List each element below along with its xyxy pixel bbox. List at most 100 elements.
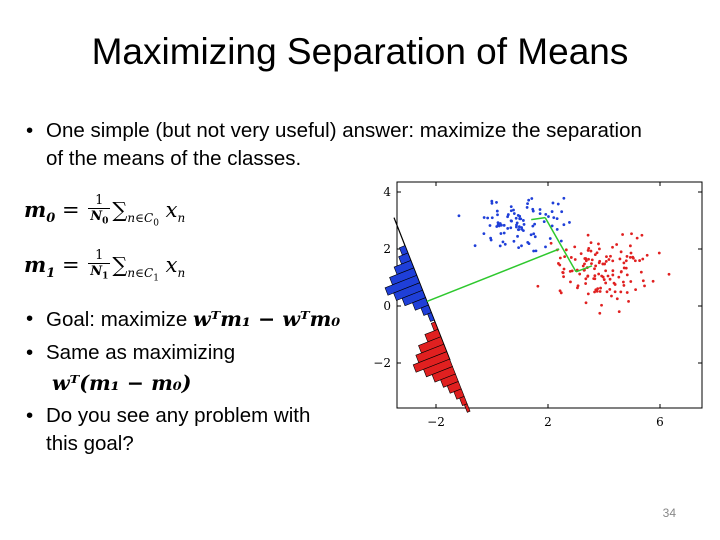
scatter-point-red <box>619 290 623 294</box>
scatter-point-red <box>657 251 661 255</box>
scatter-point-blue <box>497 224 501 228</box>
scatter-point-red <box>600 303 603 307</box>
y-tick-label: 0 <box>383 299 391 313</box>
bullet-3-expr: wᵀ(m₁ − m₀) <box>52 371 192 395</box>
scatter-point-blue <box>534 249 538 253</box>
scatter-point-blue <box>531 224 535 228</box>
scatter-point-blue <box>512 239 516 243</box>
scatter-point-blue <box>555 228 559 231</box>
scatter-point-blue <box>499 232 503 235</box>
scatter-point-red <box>595 251 599 255</box>
scatter-point-red <box>586 292 590 296</box>
scatter-point-red <box>602 278 606 281</box>
scatter-point-red <box>667 272 671 276</box>
scatter-point-blue <box>515 221 519 225</box>
scatter-point-blue <box>519 217 523 221</box>
scatter-point-blue <box>514 216 518 220</box>
scatter-point-blue <box>482 232 486 236</box>
scatter-point-red <box>589 249 593 253</box>
scatter-point-blue <box>542 220 546 224</box>
scatter-point-red <box>584 282 588 285</box>
scatter-point-red <box>593 277 597 281</box>
scatter-point-blue <box>556 202 560 206</box>
equation-m1: m1 = 1 N1 ∑n∈C1 xn <box>24 248 186 284</box>
scatter-point-red <box>633 259 637 263</box>
scatter-point-red <box>615 243 619 246</box>
scatter-point-blue <box>496 221 500 225</box>
scatter-point-blue <box>514 225 518 229</box>
scatter-point-red <box>604 259 608 263</box>
scatter-point-blue <box>550 224 554 228</box>
scatter-point-blue <box>496 213 499 217</box>
scatter-point-blue <box>490 199 494 203</box>
scatter-point-red <box>558 289 562 293</box>
scatter-point-red <box>622 266 626 270</box>
scatter-point-blue <box>489 236 493 240</box>
scatter-point-blue <box>501 240 505 244</box>
scatter-point-blue <box>490 216 494 220</box>
bullet-1-line-2: of the means of the classes. <box>46 147 302 170</box>
scatter-point-red <box>584 277 588 281</box>
scatter-point-red <box>593 274 597 278</box>
scatter-point-blue <box>529 233 533 237</box>
slide-title: Maximizing Separation of Means <box>91 31 629 72</box>
scatter-point-blue <box>520 244 523 248</box>
histogram-bar-blue <box>401 289 426 307</box>
scatter-point-red <box>628 244 632 248</box>
scatter-point-blue <box>486 216 490 220</box>
scatter-point-blue <box>509 226 513 230</box>
scatter-point-red <box>624 266 628 270</box>
scatter-point-blue <box>509 205 513 209</box>
bullet-4-line-2: this goal? <box>46 432 134 455</box>
scatter-point-red <box>593 267 596 271</box>
scatter-point-red <box>615 297 619 301</box>
scatter-point-red <box>639 270 643 274</box>
scatter-point-red <box>624 259 628 263</box>
scatter-point-red <box>635 236 639 240</box>
scatter-point-red <box>604 281 608 285</box>
scatter-point-red <box>638 259 642 262</box>
scatter-point-red <box>593 253 597 257</box>
scatter-point-blue <box>520 227 524 231</box>
scatter-point-red <box>625 291 629 294</box>
scatter-point-blue <box>506 227 510 230</box>
scatter-point-blue <box>488 224 492 227</box>
scatter-point-blue <box>530 197 534 200</box>
bullet-dot: • <box>26 341 34 364</box>
scatter-point-red <box>627 299 630 303</box>
x-tick-label: −2 <box>427 415 445 429</box>
bullet-4-line-1: Do you see any problem with <box>46 404 311 427</box>
scatter-point-blue <box>506 213 510 216</box>
scatter-point-red <box>607 258 611 261</box>
bullet-1-line-1: One simple (but not very useful) answer:… <box>46 119 642 142</box>
scatter-point-red <box>641 257 645 261</box>
scatter-point-blue <box>551 201 555 205</box>
scatter-point-red <box>584 301 588 305</box>
scatter-point-red <box>558 256 562 260</box>
scatter-point-blue <box>498 222 502 225</box>
scatter-point-red <box>613 290 617 294</box>
scatter-point-red <box>590 262 593 266</box>
histogram-bar-red <box>446 381 462 394</box>
scatter-point-red <box>625 254 629 258</box>
scatter-point-red <box>601 262 605 266</box>
scatter-point-red <box>608 277 612 281</box>
x-tick-label: 6 <box>656 415 664 429</box>
x-tick-label: 2 <box>544 415 552 429</box>
scatter-point-blue <box>547 215 550 218</box>
histogram-bar-red <box>440 373 459 388</box>
scatter-point-red <box>597 261 601 265</box>
scatter-point-red <box>590 258 594 262</box>
scatter-point-blue <box>533 235 537 239</box>
scatter-point-red <box>569 256 573 259</box>
scatter-point-blue <box>502 223 506 227</box>
scatter-point-red <box>651 279 655 283</box>
scatter-point-red <box>617 310 621 314</box>
scatter-point-red <box>586 233 590 237</box>
scatter-point-blue <box>517 246 521 250</box>
scatter-point-red <box>568 269 572 273</box>
scatter-point-red <box>611 273 615 277</box>
scatter-point-blue <box>509 209 513 213</box>
scatter-point-red <box>536 284 540 288</box>
scatter-point-blue <box>482 216 486 219</box>
